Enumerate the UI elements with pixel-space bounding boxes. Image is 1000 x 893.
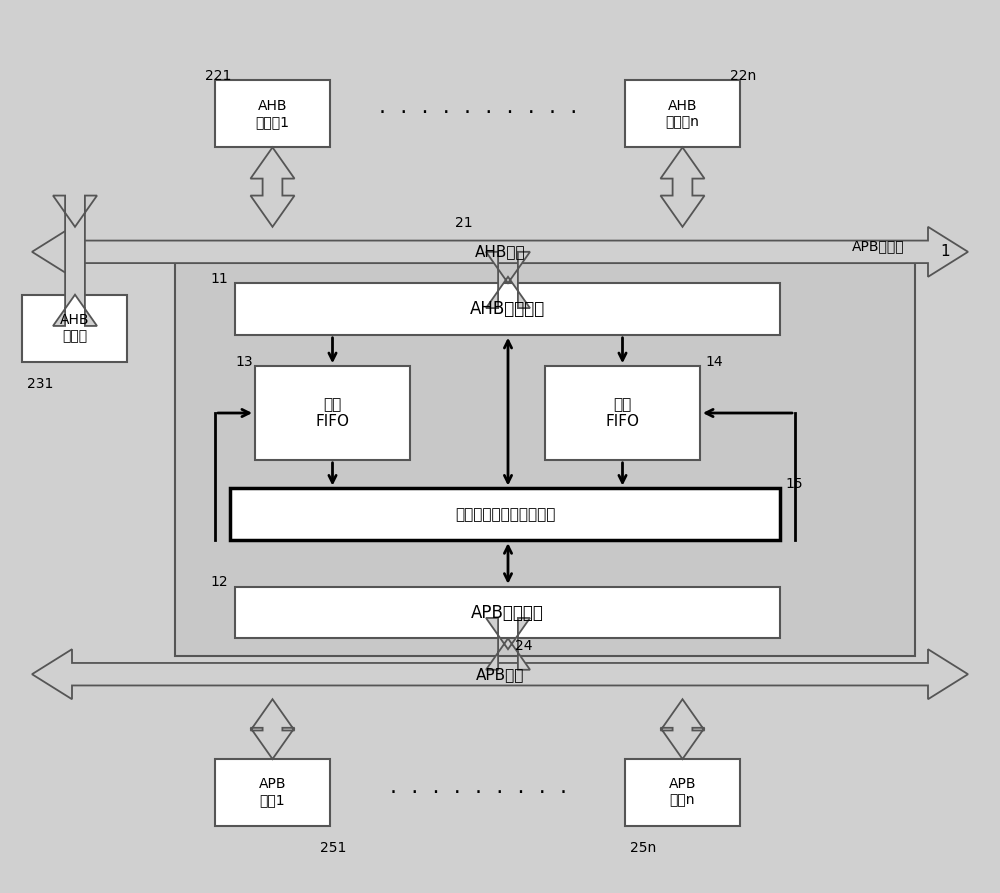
Bar [545,366,700,460]
Text: 控制
FIFO: 控制 FIFO [316,396,350,430]
Text: 13: 13 [235,355,253,369]
Polygon shape [486,618,530,670]
Text: 24: 24 [515,638,532,653]
Bar [215,759,330,826]
Bar [22,295,127,362]
Text: 11: 11 [210,271,228,286]
Text: AHB总线接口: AHB总线接口 [470,300,545,318]
Polygon shape [250,147,295,227]
Text: APB
外设n: APB 外设n [669,778,696,807]
Text: AHB
从设备: AHB 从设备 [60,313,89,343]
Text: 251: 251 [320,841,346,855]
Polygon shape [53,196,97,326]
Text: 1: 1 [940,244,950,259]
Text: 221: 221 [205,69,231,83]
Polygon shape [32,227,968,277]
Bar [235,587,780,638]
Text: ·  ·  ·  ·  ·  ·  ·  ·  ·: · · · · · · · · · [390,783,566,803]
Text: AHB总线: AHB总线 [475,245,525,259]
Text: 14: 14 [705,355,723,369]
Bar [255,366,410,460]
Bar [625,80,740,147]
Text: 15: 15 [785,477,803,491]
Text: 21: 21 [455,216,473,230]
Text: ·  ·  ·  ·  ·  ·  ·  ·  ·  ·: · · · · · · · · · · [379,104,577,123]
Text: 22n: 22n [730,69,756,83]
Text: APB
外设1: APB 外设1 [259,778,286,807]
Polygon shape [250,699,295,759]
Bar [175,263,915,656]
Text: AHB
主设备n: AHB 主设备n [666,99,699,129]
Bar [230,488,780,540]
Text: 接口时序转换和控制模块: 接口时序转换和控制模块 [455,507,555,522]
Polygon shape [660,699,704,759]
Polygon shape [660,147,704,227]
Bar [215,80,330,147]
Text: 25n: 25n [630,841,656,855]
Text: APB总线: APB总线 [476,667,524,681]
Bar [625,759,740,826]
Polygon shape [32,649,968,699]
Text: AHB
主设备1: AHB 主设备1 [256,99,290,129]
Text: 231: 231 [27,377,53,391]
Polygon shape [486,252,530,308]
Bar [235,283,780,335]
Text: APB总线桥: APB总线桥 [852,238,905,253]
Text: 12: 12 [210,575,228,589]
Text: APB总线接口: APB总线接口 [471,604,544,622]
Text: 数据
FIFO: 数据 FIFO [606,396,640,430]
